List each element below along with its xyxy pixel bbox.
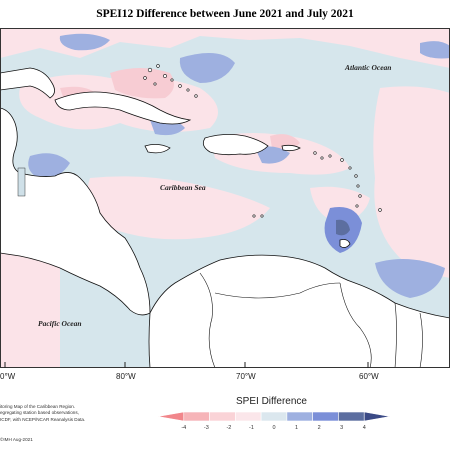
- legend-swatch-2: [209, 411, 236, 422]
- legend-tick-6: 2: [318, 425, 321, 431]
- florida: [0, 67, 55, 99]
- legend-swatch-0: [157, 411, 185, 422]
- legend-tick-2: -2: [226, 425, 231, 431]
- legend-swatch-5: [286, 411, 313, 422]
- legend-swatch-6: [312, 411, 339, 422]
- legend-tick-3: -1: [249, 425, 254, 431]
- legend-swatch-3: [235, 411, 262, 422]
- label-caribbean-sea: Caribbean Sea: [160, 183, 206, 192]
- legend-swatch-4: [260, 411, 288, 422]
- hispaniola: [202, 134, 269, 156]
- credits-line-3: ICDF, with NCEP/NCAR Reanalysis Data.: [0, 416, 86, 422]
- trinidad: [339, 239, 351, 248]
- country-borders: [199, 272, 423, 368]
- spei-map: Atlantic Ocean Caribbean Sea Pacific Oce…: [0, 28, 450, 368]
- map-title: SPEI12 Difference between June 2021 and …: [96, 8, 354, 20]
- legend-swatch-1: [183, 411, 210, 422]
- legend-tick-0: -4: [181, 425, 186, 431]
- legend-tick-5: 1: [295, 425, 298, 431]
- credits-line-2: egregating station based observations,: [0, 410, 79, 416]
- legend-tick-4: 0: [272, 425, 275, 431]
- cuba: [54, 91, 192, 125]
- puerto-rico: [281, 144, 301, 152]
- label-atlantic-ocean: Atlantic Ocean: [344, 63, 391, 72]
- legend-tick-8: 4: [363, 425, 366, 431]
- islands: [54, 91, 351, 248]
- label-pacific-ocean: Pacific Ocean: [38, 319, 82, 328]
- longitude-ticks: [4, 362, 369, 368]
- lon-label-1: 80°W: [116, 372, 136, 381]
- jamaica: [144, 144, 171, 154]
- small-islands: [143, 64, 382, 218]
- legend-tick-7: 3: [340, 425, 343, 431]
- legend-swatch-7: [338, 411, 365, 422]
- credits-text: itoring Map of the Caribbean Region. egr…: [0, 404, 110, 423]
- legend-tick-1: -3: [204, 425, 209, 431]
- credits-line-1: itoring Map of the Caribbean Region.: [0, 404, 76, 409]
- copyright: ©IMH Aug-2021: [0, 437, 33, 442]
- lon-label-2: 70°W: [236, 372, 256, 381]
- legend-swatch-8: [363, 411, 391, 422]
- south-america: [148, 254, 450, 368]
- land-masses: [0, 67, 450, 368]
- central-america: [0, 107, 151, 316]
- lon-label-0: 0°W: [0, 372, 16, 381]
- legend-title: SPEI Difference: [236, 396, 307, 407]
- lon-label-3: 60°W: [359, 372, 379, 381]
- legend-colorbar: -4 -3 -2 -1 0 1 2 3 4: [157, 411, 391, 431]
